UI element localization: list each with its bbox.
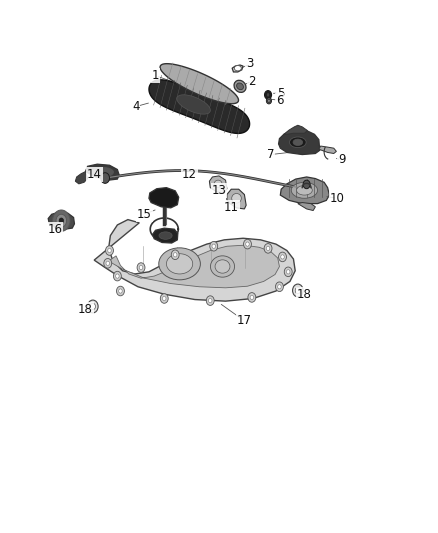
Text: 14: 14 (87, 168, 102, 181)
Polygon shape (227, 189, 246, 209)
Ellipse shape (214, 180, 222, 188)
Polygon shape (85, 164, 119, 180)
Text: 3: 3 (246, 58, 253, 70)
Ellipse shape (293, 139, 303, 146)
Polygon shape (298, 203, 315, 211)
Circle shape (266, 246, 270, 251)
Polygon shape (319, 146, 336, 154)
Ellipse shape (166, 254, 193, 274)
Circle shape (53, 210, 70, 231)
Circle shape (108, 248, 111, 253)
Circle shape (295, 287, 300, 294)
Circle shape (246, 242, 249, 246)
Circle shape (160, 294, 168, 303)
Polygon shape (48, 212, 74, 229)
Circle shape (206, 296, 214, 305)
Ellipse shape (159, 232, 172, 239)
Text: 17: 17 (237, 314, 252, 327)
Circle shape (90, 303, 95, 310)
Ellipse shape (92, 167, 113, 177)
Circle shape (56, 214, 67, 227)
Circle shape (212, 244, 215, 248)
Ellipse shape (291, 182, 318, 198)
Text: 12: 12 (182, 168, 197, 181)
Polygon shape (152, 228, 178, 243)
Text: 11: 11 (224, 201, 239, 214)
Text: 18: 18 (78, 303, 93, 316)
Circle shape (88, 300, 98, 313)
Ellipse shape (177, 95, 210, 114)
Circle shape (59, 218, 64, 223)
Polygon shape (75, 172, 88, 184)
Text: 6: 6 (276, 94, 283, 107)
Text: 2: 2 (248, 75, 256, 87)
Circle shape (303, 180, 310, 189)
Text: 10: 10 (330, 192, 345, 205)
Circle shape (244, 239, 251, 249)
Ellipse shape (210, 256, 234, 277)
Ellipse shape (234, 66, 241, 71)
Circle shape (208, 298, 212, 303)
Circle shape (171, 250, 179, 260)
Polygon shape (279, 130, 320, 155)
Circle shape (173, 253, 177, 257)
Polygon shape (284, 125, 307, 134)
Circle shape (113, 271, 121, 281)
Polygon shape (149, 188, 179, 208)
Polygon shape (280, 177, 329, 204)
Circle shape (248, 293, 256, 302)
Circle shape (119, 289, 122, 293)
Polygon shape (109, 245, 279, 288)
Ellipse shape (159, 248, 200, 280)
Polygon shape (160, 63, 239, 104)
Circle shape (266, 98, 272, 104)
Circle shape (264, 244, 272, 253)
Circle shape (286, 270, 290, 274)
Circle shape (117, 286, 124, 296)
Text: 4: 4 (132, 100, 140, 113)
Circle shape (293, 284, 303, 297)
Polygon shape (149, 80, 250, 133)
Circle shape (265, 91, 272, 99)
Circle shape (266, 93, 270, 97)
Text: 18: 18 (297, 288, 312, 301)
Circle shape (137, 263, 145, 272)
Text: 15: 15 (137, 208, 152, 221)
Text: 5: 5 (277, 87, 284, 100)
Circle shape (139, 265, 143, 270)
Ellipse shape (237, 83, 244, 90)
Circle shape (268, 99, 270, 102)
Circle shape (116, 274, 119, 278)
Text: 13: 13 (212, 184, 226, 197)
Circle shape (284, 267, 292, 277)
Ellipse shape (234, 80, 246, 92)
Circle shape (278, 285, 281, 289)
Ellipse shape (232, 193, 241, 203)
Circle shape (210, 241, 218, 251)
Polygon shape (232, 65, 243, 72)
Polygon shape (94, 220, 295, 301)
Text: 9: 9 (338, 154, 346, 166)
Text: 16: 16 (47, 223, 62, 236)
Ellipse shape (215, 260, 230, 273)
Circle shape (106, 246, 113, 255)
Circle shape (250, 295, 254, 300)
Circle shape (281, 255, 284, 259)
Ellipse shape (290, 137, 306, 148)
Circle shape (106, 261, 110, 265)
Circle shape (279, 252, 286, 262)
Circle shape (276, 282, 283, 292)
Text: 1: 1 (152, 69, 159, 82)
Polygon shape (209, 176, 227, 193)
Text: 7: 7 (267, 148, 275, 161)
Circle shape (162, 296, 166, 301)
Circle shape (101, 173, 110, 183)
Circle shape (104, 259, 112, 268)
Ellipse shape (297, 185, 312, 195)
